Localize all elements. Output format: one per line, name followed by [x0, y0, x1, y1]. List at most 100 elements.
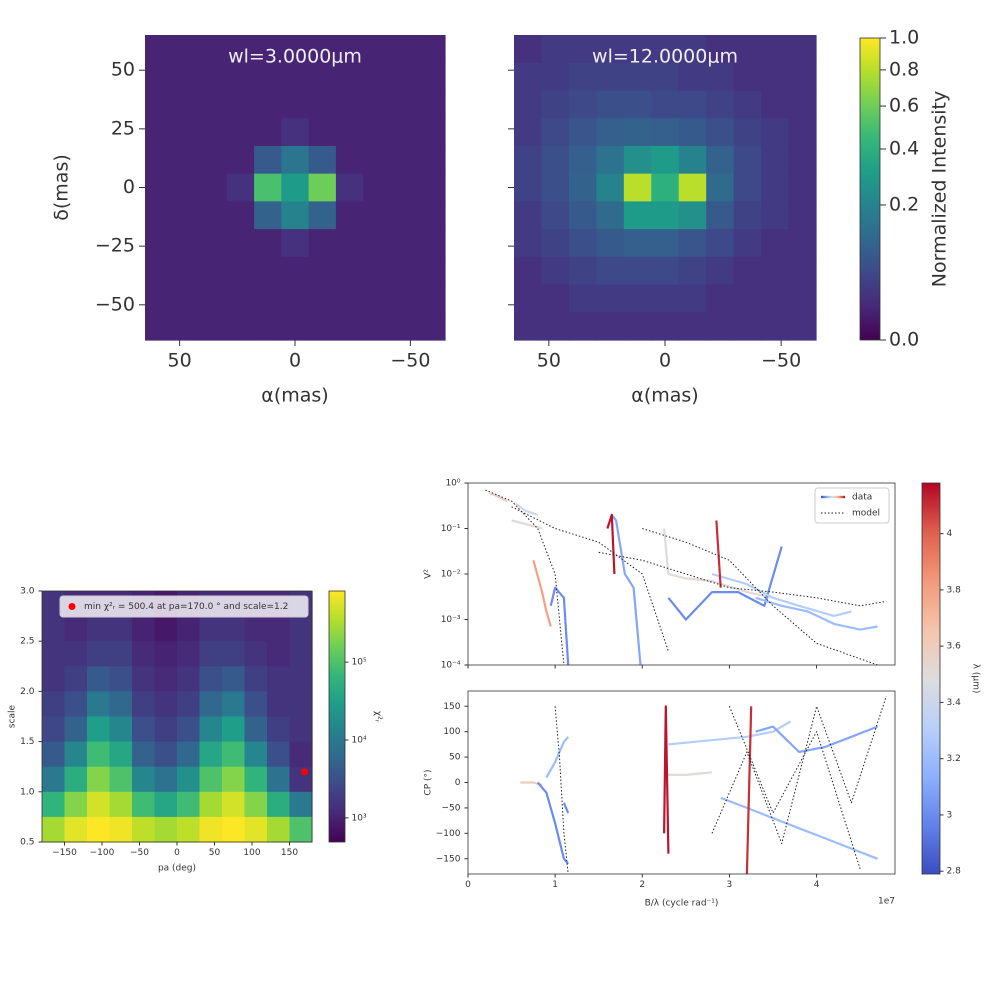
- data-line: [663, 528, 774, 599]
- cell: [678, 201, 707, 230]
- cell: [177, 816, 201, 843]
- cell: [199, 312, 228, 341]
- cell: [514, 145, 543, 175]
- cell: [254, 284, 282, 313]
- cell: [568, 256, 597, 286]
- cell: [145, 35, 173, 64]
- cell: [87, 791, 111, 818]
- cell: [541, 312, 570, 341]
- cell: [226, 229, 255, 258]
- cell: [42, 591, 66, 617]
- cell: [281, 312, 310, 341]
- cell: [154, 741, 178, 768]
- cell: [172, 173, 201, 202]
- cell: [678, 145, 707, 175]
- cell: [623, 312, 652, 341]
- cell: [761, 256, 790, 286]
- cell: [596, 229, 625, 258]
- cell: [678, 284, 707, 313]
- cell: [308, 312, 337, 341]
- cell: [623, 118, 652, 147]
- cell: [226, 90, 255, 119]
- cell: [145, 312, 173, 341]
- cell: [788, 145, 817, 175]
- cell: [172, 229, 201, 258]
- cell: [541, 256, 570, 286]
- x-tick-label: −50: [390, 350, 430, 372]
- cell: [172, 284, 201, 313]
- cell: [267, 666, 291, 692]
- x-tick-label: 50: [168, 350, 192, 372]
- cell: [417, 173, 446, 202]
- cell: [42, 616, 66, 642]
- data-line: [720, 796, 878, 860]
- cell: [514, 118, 543, 147]
- colorbar-label: χ²ᵣ: [373, 711, 383, 723]
- cell: [678, 173, 707, 202]
- cell: [390, 90, 419, 119]
- cell: [308, 62, 337, 92]
- y-tick-label: 10⁻²: [441, 570, 461, 580]
- cell: [145, 284, 173, 313]
- x-offset-label: 1e7: [878, 897, 895, 907]
- cell: [132, 616, 156, 642]
- cell: [623, 90, 652, 119]
- cell: [254, 173, 282, 202]
- cell: [678, 256, 707, 286]
- data-line: [606, 513, 616, 575]
- cell: [788, 90, 817, 119]
- cell: [363, 312, 392, 341]
- x-tick-label: −50: [130, 848, 149, 858]
- min-marker: [301, 768, 308, 776]
- model-line: [711, 695, 887, 844]
- y-tick-label: 10⁻⁴: [441, 661, 461, 671]
- cell: [289, 716, 313, 743]
- cell: [514, 201, 543, 230]
- cell: [222, 691, 246, 718]
- data-line: [610, 514, 642, 665]
- cell: [199, 816, 223, 843]
- cell: [308, 35, 337, 64]
- cell: [706, 173, 735, 202]
- cell: [177, 616, 201, 642]
- cell: [199, 35, 228, 64]
- cell: [733, 229, 762, 258]
- x-tick-label: 150: [281, 848, 298, 858]
- cell: [132, 716, 156, 743]
- cell: [199, 201, 228, 230]
- data-line: [562, 802, 570, 814]
- data-line: [663, 771, 713, 776]
- cell: [541, 173, 570, 202]
- cell: [706, 229, 735, 258]
- cell: [222, 616, 246, 642]
- cell: [596, 173, 625, 202]
- cell: [132, 666, 156, 692]
- colorbar-tick-label: 2.8: [947, 867, 962, 877]
- cell: [154, 791, 178, 818]
- cell: [623, 173, 652, 202]
- cell: [64, 741, 88, 768]
- cell: [390, 145, 419, 175]
- cell: [64, 791, 88, 818]
- cell: [514, 90, 543, 119]
- cell: [678, 229, 707, 258]
- cell: [267, 791, 291, 818]
- cell: [335, 62, 364, 92]
- cell: [623, 145, 652, 175]
- cell: [132, 641, 156, 667]
- cell: [788, 201, 817, 230]
- cell: [706, 35, 735, 64]
- cell: [651, 35, 680, 64]
- cell: [87, 766, 111, 793]
- x-tick-label: 0: [465, 880, 471, 890]
- cell: [87, 816, 111, 843]
- y-axis-label: δ(mas): [51, 154, 73, 221]
- cell: [363, 118, 392, 147]
- cell: [109, 716, 133, 743]
- cell: [42, 691, 66, 718]
- cell: [145, 173, 173, 202]
- cell: [109, 766, 133, 793]
- cell: [335, 201, 364, 230]
- colorbar: [859, 37, 881, 341]
- cell: [226, 256, 255, 286]
